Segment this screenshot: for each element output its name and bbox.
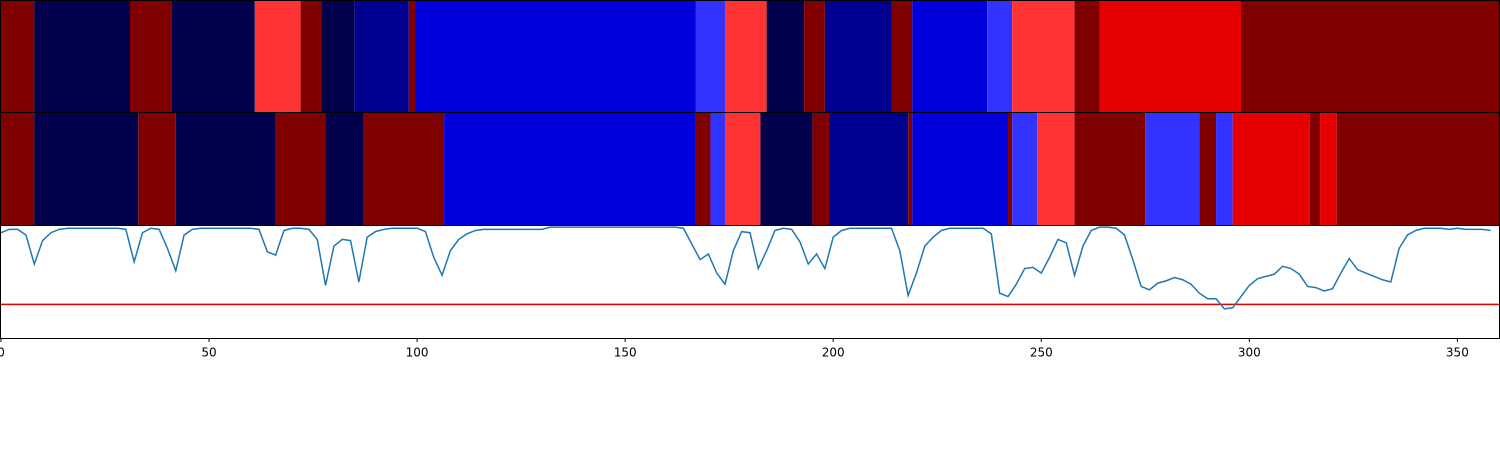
segment (1241, 1, 1499, 112)
segment (363, 113, 445, 225)
segment (1216, 113, 1233, 225)
data-line (0, 226, 1491, 310)
segment (1232, 113, 1310, 225)
segment (804, 1, 825, 112)
segment (415, 1, 696, 112)
segment (1145, 113, 1200, 225)
segment (275, 113, 326, 225)
segment (695, 1, 726, 112)
segment (1, 1, 35, 112)
segment (1199, 113, 1217, 225)
segment (812, 113, 830, 225)
segment (912, 1, 988, 112)
segment (912, 113, 1008, 225)
panel-frame (0, 225, 1500, 339)
segment (354, 1, 409, 112)
x-tick-label: 300 (1238, 346, 1261, 360)
segment (1, 113, 35, 225)
x-tick-label: 350 (1446, 346, 1469, 360)
x-tick-label: 0 (0, 346, 5, 360)
segment (34, 113, 139, 225)
segment (1012, 113, 1038, 225)
segment (444, 113, 696, 225)
segment (1309, 113, 1321, 225)
x-tick-label: 50 (201, 346, 216, 360)
segment (710, 113, 726, 225)
segment (34, 1, 130, 112)
segment (987, 1, 1013, 112)
x-tick-label: 250 (1030, 346, 1053, 360)
segment (766, 1, 805, 112)
segment (138, 113, 176, 225)
x-tick-label: 200 (822, 346, 845, 360)
segment (171, 1, 255, 112)
x-tick-label: 100 (406, 346, 429, 360)
segment (829, 113, 909, 225)
segment (254, 1, 301, 112)
segment (1012, 1, 1075, 112)
segment (1074, 113, 1146, 225)
segment (760, 113, 813, 225)
segment (725, 113, 761, 225)
segment (129, 1, 172, 112)
segment (300, 1, 322, 112)
segment (1099, 1, 1242, 112)
segment (1320, 113, 1337, 225)
segment (891, 1, 913, 112)
segment (824, 1, 892, 112)
segment (175, 113, 276, 225)
segment (1074, 1, 1100, 112)
segment (1037, 113, 1075, 225)
segment (1336, 113, 1499, 225)
segment (908, 113, 913, 225)
segment (725, 1, 767, 112)
segment (325, 113, 364, 225)
x-tick-label: 150 (614, 346, 637, 360)
segment (695, 113, 711, 225)
segment (1007, 113, 1013, 225)
segment (408, 1, 416, 112)
segment (321, 1, 355, 112)
